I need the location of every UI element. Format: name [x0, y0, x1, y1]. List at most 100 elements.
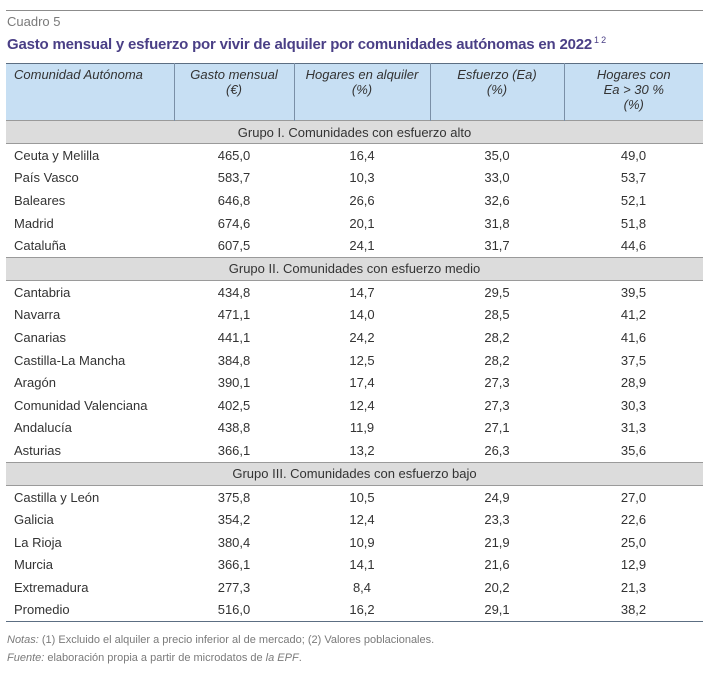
- value-cell: 23,3: [484, 512, 510, 528]
- value-cell: 51,8: [620, 215, 647, 231]
- value-cell: 10,3: [349, 170, 375, 186]
- notes: Notas: (1) Excluido el alquiler a precio…: [7, 631, 434, 667]
- source-label: Fuente:: [7, 652, 45, 664]
- value-cell: 8,4: [352, 579, 372, 595]
- table-row: La Rioja 380,4 10,9 21,9 25,0: [6, 531, 703, 554]
- table-title-text: Gasto mensual y esfuerzo por vivir de al…: [7, 36, 593, 53]
- group-title: Grupo III. Comunidades con esfuerzo bajo: [6, 461, 703, 486]
- group-title: Grupo II. Comunidades con esfuerzo medio: [6, 256, 703, 281]
- value-cell: 35,6: [620, 442, 647, 458]
- column-header-line: (%): [351, 82, 373, 97]
- value-cell: 14,7: [349, 284, 375, 300]
- region-name-cell: Murcia: [14, 557, 54, 573]
- region-name-cell: Castilla y León: [14, 489, 100, 505]
- table-row: Murcia 366,1 14,1 21,6 12,9: [6, 554, 703, 577]
- source-italic: la EPF: [265, 652, 299, 664]
- value-cell: 25,0: [620, 534, 647, 550]
- group-title: Grupo I. Comunidades con esfuerzo alto: [6, 120, 703, 144]
- region-name-cell: Extremadura: [14, 579, 89, 595]
- value-cell: 28,9: [620, 375, 647, 391]
- region-name-cell: Promedio: [6, 598, 174, 623]
- region-name-cell: Castilla-La Mancha: [14, 352, 126, 368]
- region-name-cell: Canarias: [14, 329, 67, 345]
- value-cell: 354,2: [217, 512, 251, 528]
- value-cell: 11,9: [349, 420, 375, 436]
- value-cell: 21,9: [484, 534, 510, 550]
- region-name-cell: Cataluña: [14, 238, 67, 254]
- value-cell: 27,3: [484, 375, 510, 391]
- value-cell: 10,5: [349, 489, 375, 505]
- value-cell: 646,8: [217, 192, 251, 208]
- value-cell: 24,1: [349, 238, 375, 254]
- value-cell: 16,2: [294, 598, 430, 623]
- value-cell: 20,1: [349, 215, 375, 231]
- value-cell: 434,8: [217, 284, 251, 300]
- value-cell: 12,4: [349, 512, 375, 528]
- value-cell: 12,5: [349, 352, 375, 368]
- value-cell: 28,5: [484, 307, 510, 323]
- table-row: Navarra 471,1 14,0 28,5 41,2: [6, 304, 703, 327]
- value-cell: 366,1: [217, 557, 251, 573]
- table-row: Castilla-La Mancha 384,8 12,5 28,2 37,5: [6, 349, 703, 372]
- value-cell: 441,1: [217, 329, 251, 345]
- value-cell: 28,2: [484, 329, 510, 345]
- table-row: Castilla y León 375,8 10,5 24,9 27,0: [6, 485, 703, 508]
- value-cell: 39,5: [620, 284, 647, 300]
- table-row: Extremadura 277,3 8,4 20,2 21,3: [6, 576, 703, 599]
- region-name-cell: Galicia: [14, 512, 54, 528]
- table-label: Cuadro 5: [7, 14, 61, 29]
- region-name-cell: Baleares: [14, 192, 66, 208]
- column-header: Esfuerzo (Ea) (%): [429, 63, 564, 121]
- column-header: Comunidad Autónoma: [6, 63, 174, 121]
- table-row: Madrid 674,6 20,1 31,8 51,8: [6, 212, 703, 235]
- value-cell: 26,6: [349, 192, 375, 208]
- value-cell: 27,0: [620, 489, 647, 505]
- table-row: Galicia 354,2 12,4 23,3 22,6: [6, 508, 703, 531]
- table-row: Promedio 516,0 16,2 29,1 38,2: [6, 598, 703, 623]
- value-cell: 607,5: [217, 238, 251, 254]
- value-cell: 16,4: [349, 147, 375, 163]
- value-cell: 31,8: [484, 215, 510, 231]
- table-row: Aragón 390,1 17,4 27,3 28,9: [6, 371, 703, 394]
- value-cell: 24,9: [484, 489, 510, 505]
- value-cell: 380,4: [217, 534, 251, 550]
- value-cell: 438,8: [217, 420, 251, 436]
- region-name-cell: Ceuta y Melilla: [14, 147, 100, 163]
- region-name-cell: Navarra: [14, 307, 61, 323]
- column-header: Hogares con Ea > 30 % (%): [563, 63, 703, 121]
- value-cell: 17,4: [349, 375, 375, 391]
- region-name-cell: País Vasco: [14, 170, 79, 186]
- table-row: Cantabria 434,8 14,7 29,5 39,5: [6, 280, 703, 303]
- value-cell: 12,4: [349, 397, 375, 413]
- value-cell: 366,1: [217, 442, 251, 458]
- value-cell: 52,1: [620, 192, 647, 208]
- value-cell: 14,0: [349, 307, 375, 323]
- value-cell: 31,3: [620, 420, 647, 436]
- value-cell: 35,0: [484, 147, 510, 163]
- table-row: Andalucía 438,8 11,9 27,1 31,3: [6, 417, 703, 440]
- region-name-cell: Aragón: [14, 375, 56, 391]
- group-row: Grupo I. Comunidades con esfuerzo alto: [6, 120, 703, 144]
- table-row: Canarias 441,1 24,2 28,2 41,6: [6, 326, 703, 349]
- table-row: Comunidad Valenciana 402,5 12,4 27,3 30,3: [6, 394, 703, 417]
- value-cell: 10,9: [349, 534, 375, 550]
- title-footnote-marks: 1 2: [594, 35, 606, 45]
- value-cell: 41,2: [620, 307, 647, 323]
- value-cell: 31,7: [484, 238, 510, 254]
- table-row: País Vasco 583,7 10,3 33,0 53,7: [6, 167, 703, 190]
- source-text: elaboración propia a partir de microdato…: [44, 652, 266, 664]
- column-header-line: Hogares en alquiler: [305, 67, 419, 82]
- table-row: Ceuta y Melilla 465,0 16,4 35,0 49,0: [6, 144, 703, 167]
- table-header: Comunidad Autónoma Gasto mensual (€) Hogare…: [6, 63, 703, 121]
- region-name-cell: Cantabria: [14, 284, 71, 300]
- value-cell: 44,6: [620, 238, 647, 254]
- column-header-line: Ea > 30 %: [603, 82, 664, 97]
- value-cell: 20,2: [484, 579, 510, 595]
- value-cell: 21,6: [484, 557, 510, 573]
- value-cell: 402,5: [217, 397, 251, 413]
- table-row: Asturias 366,1 13,2 26,3 35,6: [6, 439, 703, 462]
- value-cell: 41,6: [620, 329, 647, 345]
- value-cell: 27,3: [484, 397, 510, 413]
- value-cell: 37,5: [620, 352, 647, 368]
- value-cell: 32,6: [484, 192, 510, 208]
